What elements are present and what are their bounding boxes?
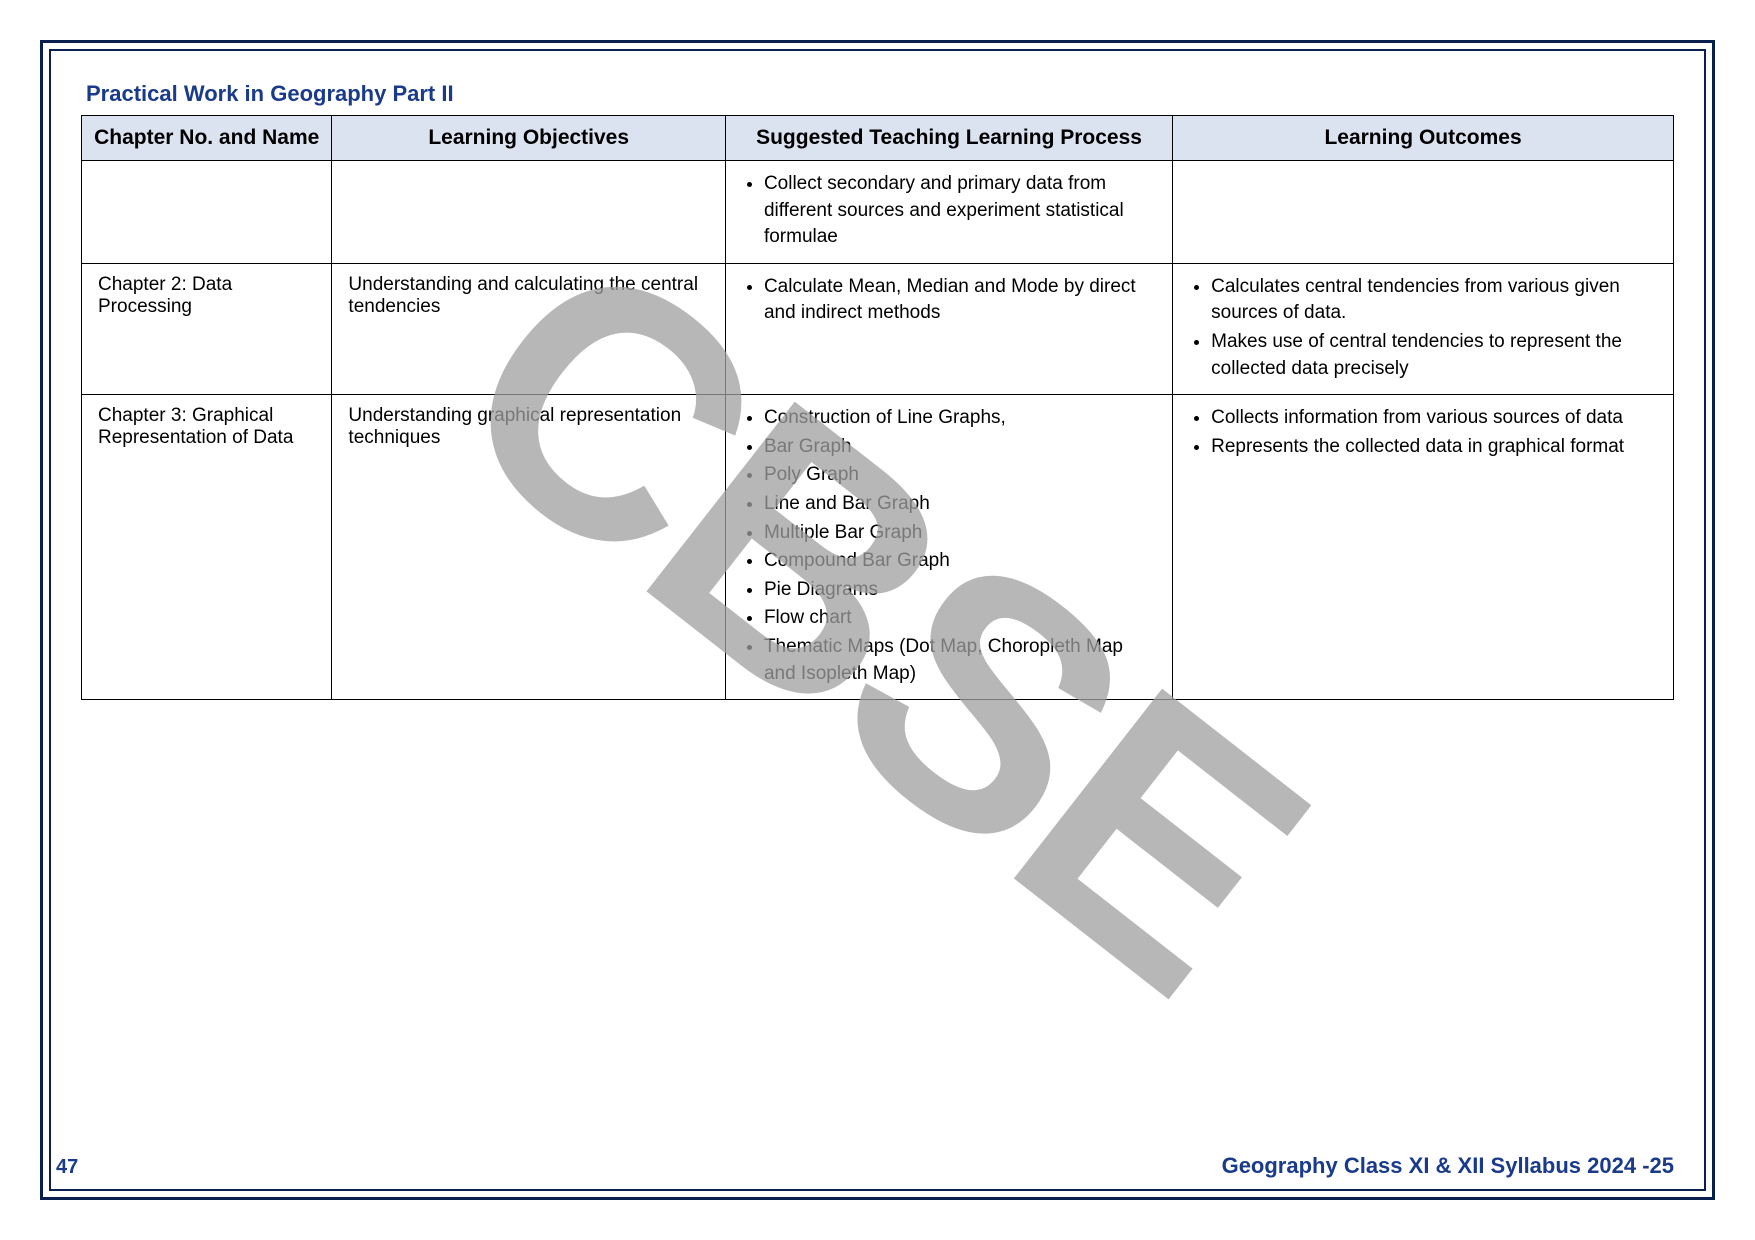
page-outer-border: CBSE Practical Work in Geography Part II…	[40, 40, 1715, 1200]
table-row: Collect secondary and primary data from …	[82, 161, 1674, 264]
table-row: Chapter 3: Graphical Representation of D…	[82, 395, 1674, 700]
table-header-row: Chapter No. and Name Learning Objectives…	[82, 116, 1674, 161]
list-item: Poly Graph	[764, 462, 1156, 489]
list-item: Bar Graph	[764, 434, 1156, 461]
list-item: Collect secondary and primary data from …	[764, 171, 1156, 251]
content-layer: Practical Work in Geography Part II Chap…	[81, 81, 1674, 700]
list-item: Represents the collected data in graphic…	[1211, 434, 1657, 461]
cell-outcomes	[1173, 161, 1674, 264]
list-item: Compound Bar Graph	[764, 548, 1156, 575]
list-item: Calculates central tendencies from vario…	[1211, 274, 1657, 327]
list-item: Multiple Bar Graph	[764, 520, 1156, 547]
cell-chapter: Chapter 3: Graphical Representation of D…	[82, 395, 332, 700]
cell-outcomes: Calculates central tendencies from vario…	[1173, 263, 1674, 394]
cell-chapter: Chapter 2: Data Processing	[82, 263, 332, 394]
footer-text: Geography Class XI & XII Syllabus 2024 -…	[1222, 1153, 1674, 1179]
header-outcomes: Learning Outcomes	[1173, 116, 1674, 161]
list-item: Construction of Line Graphs,	[764, 405, 1156, 432]
cell-chapter	[82, 161, 332, 264]
list-item: Pie Diagrams	[764, 577, 1156, 604]
list-item: Flow chart	[764, 605, 1156, 632]
page-inner-border: CBSE Practical Work in Geography Part II…	[49, 49, 1706, 1191]
cell-objectives: Understanding and calculating the centra…	[332, 263, 726, 394]
header-process: Suggested Teaching Learning Process	[725, 116, 1172, 161]
header-chapter: Chapter No. and Name	[82, 116, 332, 161]
cell-process: Calculate Mean, Median and Mode by direc…	[725, 263, 1172, 394]
table-row: Chapter 2: Data Processing Understanding…	[82, 263, 1674, 394]
list-item: Calculate Mean, Median and Mode by direc…	[764, 274, 1156, 327]
page-number: 47	[56, 1156, 78, 1179]
list-item: Thematic Maps (Dot Map, Choropleth Map a…	[764, 634, 1156, 687]
syllabus-table: Chapter No. and Name Learning Objectives…	[81, 115, 1674, 700]
header-objectives: Learning Objectives	[332, 116, 726, 161]
cell-process: Collect secondary and primary data from …	[725, 161, 1172, 264]
cell-objectives	[332, 161, 726, 264]
list-item: Line and Bar Graph	[764, 491, 1156, 518]
cell-objectives: Understanding graphical representation t…	[332, 395, 726, 700]
cell-process: Construction of Line Graphs, Bar Graph P…	[725, 395, 1172, 700]
cell-outcomes: Collects information from various source…	[1173, 395, 1674, 700]
list-item: Collects information from various source…	[1211, 405, 1657, 432]
list-item: Makes use of central tendencies to repre…	[1211, 329, 1657, 382]
section-title: Practical Work in Geography Part II	[86, 81, 1674, 107]
